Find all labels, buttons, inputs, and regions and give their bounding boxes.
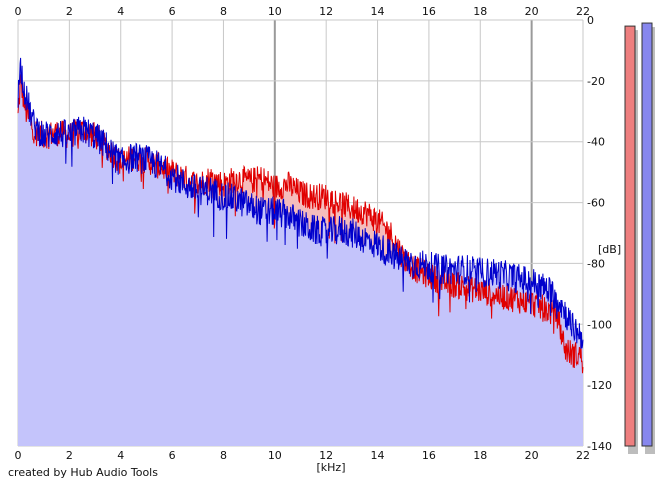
y-tick-label: -80 [587,257,605,270]
x-tick-label-top: 12 [319,5,333,18]
y-tick-label: -60 [587,197,605,210]
level-meters [624,22,655,455]
x-tick-label-top: 22 [576,5,590,18]
x-tick-label-bottom: 22 [576,449,590,462]
x-tick-label-bottom: 0 [15,449,22,462]
x-axis-label: [kHz] [317,461,346,474]
x-tick-label-top: 2 [66,5,73,18]
x-tick-label-top: 0 [15,5,22,18]
blue-channel-area [18,57,583,447]
spectrum-areas [18,57,583,447]
x-tick-label-top: 14 [371,5,385,18]
right-level-meter [641,22,653,447]
x-tick-label-bottom: 4 [117,449,124,462]
x-tick-label-bottom: 14 [371,449,385,462]
x-tick-label-bottom: 8 [220,449,227,462]
y-tick-label: -100 [587,318,612,331]
x-tick-label-bottom: 2 [66,449,73,462]
credit-text: created by Hub Audio Tools [8,466,158,479]
x-tick-label-bottom: 12 [319,449,333,462]
y-tick-label: 0 [587,14,594,27]
x-tick-label-bottom: 10 [268,449,282,462]
x-tick-label-top: 20 [525,5,539,18]
spectrum-lines [17,57,584,374]
x-tick-label-bottom: 18 [473,449,487,462]
blue-channel-line [17,57,584,349]
x-tick-label-top: 6 [169,5,176,18]
y-axis-label: [dB] [598,243,621,256]
y-tick-label: -20 [587,75,605,88]
x-tick-label-bottom: 20 [525,449,539,462]
x-tick-label-bottom: 6 [169,449,176,462]
axis-ticks: 002244668810101212141416161818202022220-… [15,5,612,462]
x-tick-label-top: 4 [117,5,124,18]
x-tick-label-bottom: 16 [422,449,436,462]
x-tick-label-top: 10 [268,5,282,18]
y-tick-label: -40 [587,136,605,149]
left-level-meter [624,25,636,447]
x-tick-label-top: 8 [220,5,227,18]
y-tick-label: -140 [587,440,612,453]
y-tick-label: -120 [587,379,612,392]
x-tick-label-top: 16 [422,5,436,18]
x-tick-label-top: 18 [473,5,487,18]
